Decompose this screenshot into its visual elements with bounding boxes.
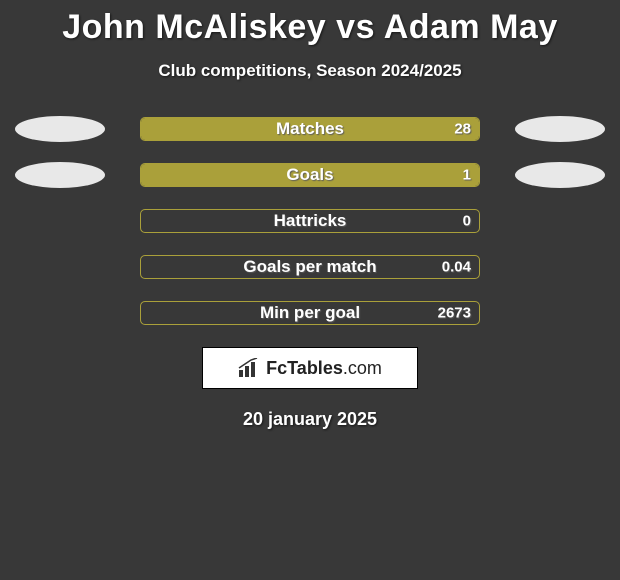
- stat-bar-track: Min per goal 2673: [140, 301, 480, 325]
- stat-row: Goals per match 0.04: [0, 255, 620, 279]
- player1-marker: [15, 162, 105, 188]
- stat-rows: Matches 28 Goals 1 Hattricks 0 Goals per match…: [0, 117, 620, 325]
- subtitle: Club competitions, Season 2024/2025: [0, 61, 620, 81]
- page-title: John McAliskey vs Adam May: [0, 8, 620, 47]
- logo-text: FcTables.com: [266, 358, 382, 379]
- stat-row: Min per goal 2673: [0, 301, 620, 325]
- stat-bar-track: Goals 1: [140, 163, 480, 187]
- stat-value-right: 2673: [438, 305, 471, 322]
- stat-label: Hattricks: [274, 211, 347, 231]
- stat-bar-track: Goals per match 0.04: [140, 255, 480, 279]
- player2-marker: [515, 116, 605, 142]
- stat-value-right: 28: [454, 121, 471, 138]
- stat-value-right: 1: [463, 167, 471, 184]
- player1-name: John McAliskey: [62, 8, 326, 46]
- player2-marker: [515, 162, 605, 188]
- stat-label: Goals: [286, 165, 333, 185]
- logo-brand: FcTables: [266, 358, 343, 378]
- vs-label: vs: [336, 8, 375, 46]
- player1-marker: [15, 116, 105, 142]
- stat-label: Matches: [276, 119, 344, 139]
- stat-row: Hattricks 0: [0, 209, 620, 233]
- stat-label: Goals per match: [243, 257, 376, 277]
- stat-bar-track: Hattricks 0: [140, 209, 480, 233]
- stat-label: Min per goal: [260, 303, 360, 323]
- stat-row: Matches 28: [0, 117, 620, 141]
- stat-value-right: 0.04: [442, 259, 471, 276]
- player2-name: Adam May: [384, 8, 558, 46]
- logo-box: FcTables.com: [202, 347, 418, 389]
- stat-value-right: 0: [463, 213, 471, 230]
- stat-bar-track: Matches 28: [140, 117, 480, 141]
- logo: FcTables.com: [238, 358, 382, 379]
- stat-row: Goals 1: [0, 163, 620, 187]
- barchart-icon: [238, 358, 262, 378]
- comparison-infographic: John McAliskey vs Adam May Club competit…: [0, 0, 620, 430]
- logo-tld: .com: [343, 358, 382, 378]
- date-label: 20 january 2025: [0, 409, 620, 430]
